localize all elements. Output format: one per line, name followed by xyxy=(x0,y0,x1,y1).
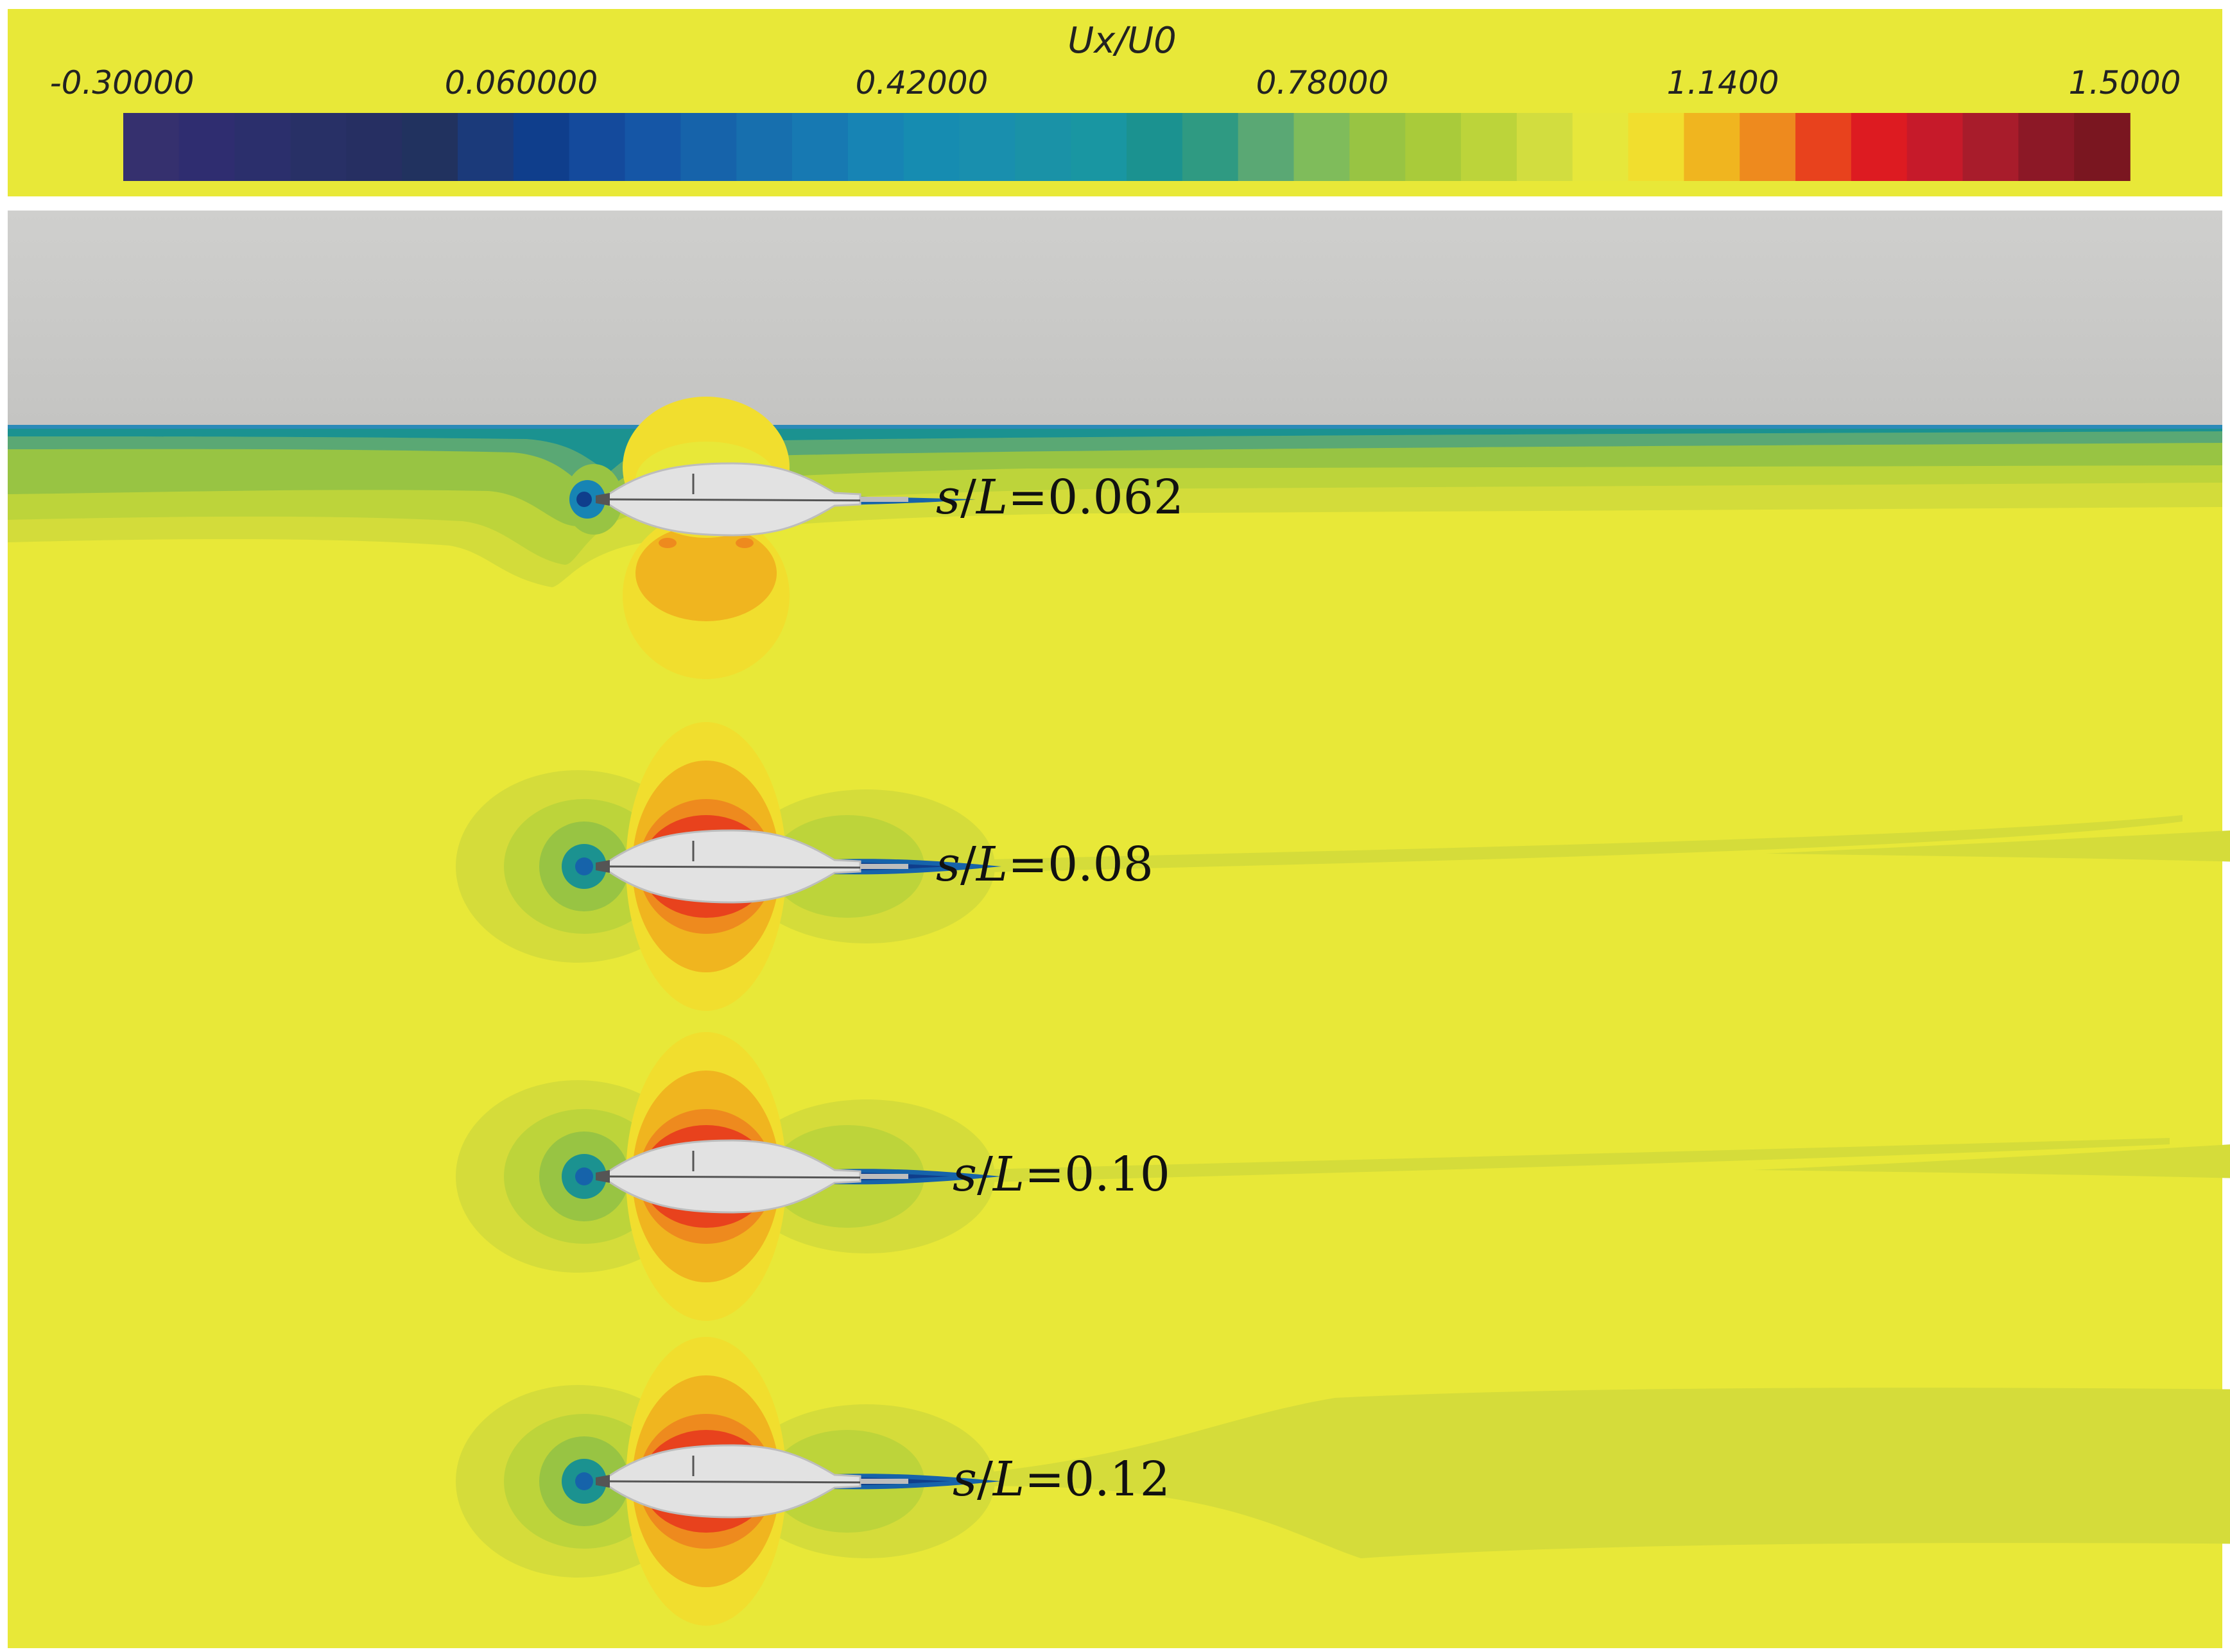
colorbar-swatches xyxy=(123,113,2131,181)
colorbar-swatch xyxy=(1461,113,1517,181)
colorbar-swatch xyxy=(290,113,347,181)
colorbar-tick-label: -0.30000 xyxy=(50,64,194,101)
colorbar-swatch xyxy=(346,113,402,181)
colorbar-swatch xyxy=(569,113,626,181)
colorbar-swatch xyxy=(792,113,849,181)
colorbar-swatch xyxy=(1962,113,2019,181)
case-label-1: s/L=0.062 xyxy=(936,470,1184,525)
hull-case-1 xyxy=(565,397,976,679)
colorbar-tick-label: 0.060000 xyxy=(445,64,598,101)
colorbar-swatch xyxy=(959,113,1016,181)
colorbar-swatch xyxy=(1071,113,1127,181)
colorbar-tick-label: 1.1400 xyxy=(1667,64,1779,101)
colorbar-swatch xyxy=(1238,113,1295,181)
free-surface-band xyxy=(8,211,2222,426)
colorbar-swatch xyxy=(847,113,904,181)
surface-boundary-layer xyxy=(8,425,2222,587)
colorbar-swatch xyxy=(1405,113,1462,181)
colorbar-swatch xyxy=(1795,113,1852,181)
case-label-4: s/L=0.12 xyxy=(953,1452,1170,1507)
colorbar-swatch xyxy=(1349,113,1406,181)
colorbar-swatch xyxy=(1684,113,1740,181)
colorbar-swatch xyxy=(680,113,737,181)
colorbar-swatch xyxy=(1851,113,1908,181)
colorbar-tick-label: 0.42000 xyxy=(856,64,989,101)
colorbar-swatch xyxy=(1182,113,1239,181)
colorbar-swatch xyxy=(2074,113,2131,181)
colorbar-swatch xyxy=(458,113,514,181)
colorbar-tick-label: 0.78000 xyxy=(1256,64,1389,101)
colorbar-swatch xyxy=(1293,113,1351,181)
colorbar-tick-labels: -0.30000 0.060000 0.42000 0.78000 1.1400 1.50… xyxy=(50,64,2181,101)
hull-case-4 xyxy=(456,1337,2230,1626)
colorbar-swatch xyxy=(1572,113,1629,181)
colorbar-tick-label: 1.5000 xyxy=(2069,64,2181,101)
colorbar-swatch xyxy=(1628,113,1685,181)
colorbar-swatch xyxy=(625,113,682,181)
hull-case-2 xyxy=(456,722,2230,1011)
colorbar-swatch xyxy=(178,113,236,181)
colorbar-swatch xyxy=(513,113,570,181)
colorbar-swatch xyxy=(123,113,180,181)
colorbar-swatch xyxy=(736,113,793,181)
case-label-3: s/L=0.10 xyxy=(953,1147,1170,1202)
colorbar-swatch xyxy=(234,113,291,181)
contour-field: s/L=0.062 s/L=0.08 s/L=0.10 s/L=0.12 xyxy=(8,211,2230,1648)
colorbar-panel: Ux/U0 -0.30000 0.060000 0.42000 0.78000 1.14… xyxy=(8,9,2222,196)
case-label-2: s/L=0.08 xyxy=(936,837,1154,892)
colorbar-swatch xyxy=(1127,113,1183,181)
colorbar-swatch xyxy=(2018,113,2075,181)
colorbar-swatch xyxy=(1015,113,1071,181)
colorbar-swatch xyxy=(402,113,458,181)
hull-case-3 xyxy=(456,1032,2230,1321)
colorbar-swatch xyxy=(903,113,960,181)
colorbar-swatch xyxy=(1516,113,1573,181)
colorbar-title: Ux/U0 xyxy=(1067,20,1177,62)
colorbar-swatch xyxy=(1906,113,1964,181)
colorbar-swatch xyxy=(1740,113,1796,181)
